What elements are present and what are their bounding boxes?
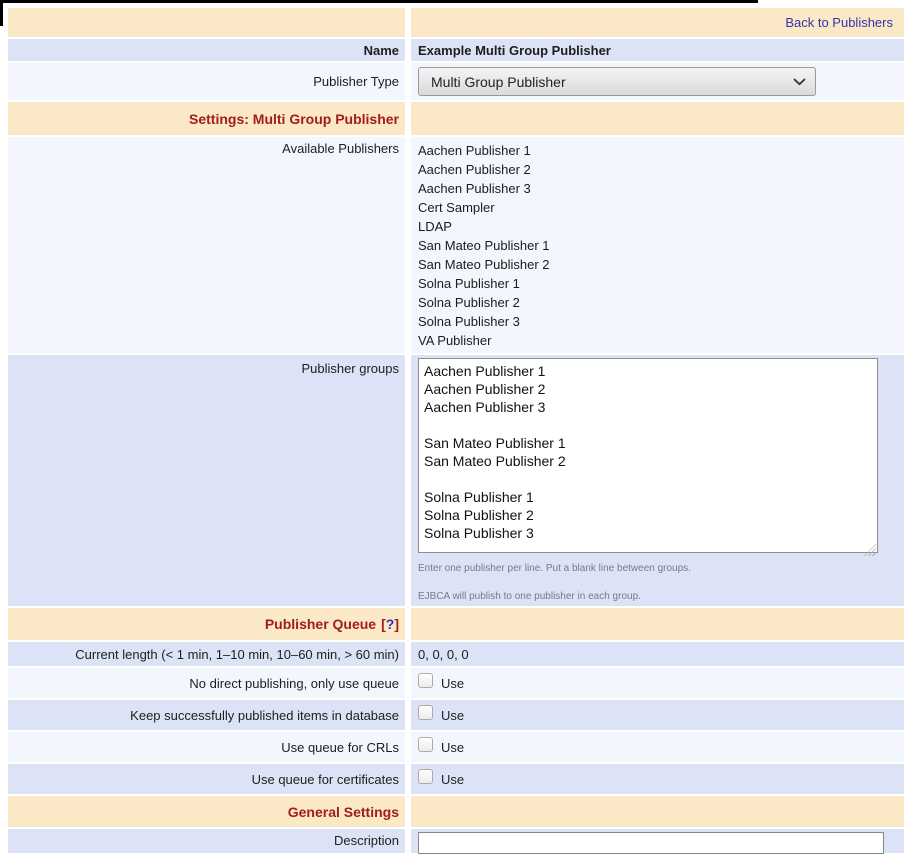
use-queue-crls-row: Use queue for CRLs Use [8, 732, 904, 762]
use-queue-certificates-value-cell: Use [411, 764, 904, 794]
publisher-groups-textarea[interactable]: Aachen Publisher 1 Aachen Publisher 2 Aa… [418, 358, 878, 553]
keep-published-items-checkbox[interactable] [418, 704, 433, 720]
publisher-type-label-cell: Publisher Type [8, 63, 405, 100]
general-settings-section-title: General Settings [287, 803, 399, 820]
help-bracket-open: [ [381, 616, 386, 632]
publisher-groups-row: Publisher groups Aachen Publisher 1 Aach… [8, 355, 904, 606]
no-direct-publishing-use-label: Use [441, 675, 465, 691]
publisher-queue-section-header: Publisher Queue [?] [8, 608, 904, 640]
publisher-groups-hint-2: EJBCA will publish to one publisher in e… [418, 591, 641, 602]
settings-header-right-cell [411, 102, 904, 135]
no-direct-publishing-label-cell: No direct publishing, only use queue [8, 668, 405, 698]
name-label: Name [363, 42, 399, 58]
queue-current-length-value: 0, 0, 0, 0 [418, 646, 469, 662]
chevron-down-icon [793, 78, 806, 86]
publisher-groups-label-cell: Publisher groups [8, 355, 405, 606]
available-publishers-label-cell: Available Publishers [8, 137, 405, 353]
settings-section-header: Settings: Multi Group Publisher [8, 102, 904, 135]
publisher-type-row: Publisher Type Multi Group Publisher [8, 63, 904, 100]
publisher-groups-input-cell: Aachen Publisher 1 Aachen Publisher 2 Aa… [411, 355, 904, 606]
publisher-queue-header-right-cell [411, 608, 904, 640]
no-direct-publishing-label: No direct publishing, only use queue [189, 675, 399, 691]
description-value-cell [411, 829, 904, 854]
available-publishers-list-cell: Aachen Publisher 1 Aachen Publisher 2 Aa… [411, 137, 904, 353]
back-to-publishers-link[interactable]: Back to Publishers [785, 15, 893, 30]
use-queue-certificates-use-label: Use [441, 771, 465, 787]
queue-current-length-label: Current length (< 1 min, 1–10 min, 10–60… [75, 646, 399, 662]
use-queue-certificates-label-cell: Use queue for certificates [8, 764, 405, 794]
available-publisher-item: Aachen Publisher 2 [418, 162, 531, 177]
queue-current-length-row: Current length (< 1 min, 1–10 min, 10–60… [8, 642, 904, 666]
keep-published-items-label-cell: Keep successfully published items in dat… [8, 700, 405, 730]
description-label: Description [333, 833, 399, 848]
queue-current-length-value-cell: 0, 0, 0, 0 [411, 642, 904, 666]
top-bar: Back to Publishers [8, 8, 904, 37]
no-direct-publishing-row: No direct publishing, only use queue Use [8, 668, 904, 698]
use-queue-crls-checkbox[interactable] [418, 736, 433, 752]
publisher-groups-label: Publisher groups [301, 361, 399, 376]
queue-current-length-label-cell: Current length (< 1 min, 1–10 min, 10–60… [8, 642, 405, 666]
name-value-cell: Example Multi Group Publisher [411, 39, 904, 61]
available-publisher-item: San Mateo Publisher 1 [418, 238, 550, 253]
available-publisher-item: Cert Sampler [418, 200, 495, 215]
publisher-type-value-cell: Multi Group Publisher [411, 63, 904, 100]
available-publisher-item: VA Publisher [418, 333, 492, 348]
capture-edge-artifact-top [0, 0, 758, 3]
use-queue-crls-label: Use queue for CRLs [281, 739, 399, 755]
name-label-cell: Name [8, 39, 405, 61]
publisher-type-select[interactable]: Multi Group Publisher [418, 67, 816, 96]
description-row: Description [8, 829, 904, 854]
publisher-groups-hint-1: Enter one publisher per line. Put a blan… [418, 563, 691, 574]
keep-published-items-value-cell: Use [411, 700, 904, 730]
publisher-groups-textarea-wrap: Aachen Publisher 1 Aachen Publisher 2 Aa… [418, 358, 878, 558]
help-question-mark: ? [385, 616, 395, 632]
description-label-cell: Description [8, 829, 405, 853]
top-bar-left-cell [8, 8, 405, 37]
available-publisher-item: San Mateo Publisher 2 [418, 257, 550, 272]
publisher-queue-title-cell: Publisher Queue [?] [8, 608, 405, 640]
available-publisher-item: Solna Publisher 3 [418, 314, 520, 329]
publisher-edit-form: Back to Publishers Name Example Multi Gr… [8, 8, 904, 855]
use-queue-certificates-label: Use queue for certificates [251, 771, 399, 787]
description-input[interactable] [418, 832, 884, 854]
help-bracket-close: ] [394, 616, 399, 632]
use-queue-crls-use-label: Use [441, 739, 465, 755]
available-publishers-row: Available Publishers Aachen Publisher 1 … [8, 137, 904, 353]
use-queue-certificates-checkbox[interactable] [418, 768, 433, 784]
publisher-type-selected-value: Multi Group Publisher [431, 73, 566, 90]
publisher-queue-section-title: Publisher Queue [264, 616, 377, 632]
name-row: Name Example Multi Group Publisher [8, 39, 904, 61]
no-direct-publishing-checkbox[interactable] [418, 672, 433, 688]
general-settings-title-cell: General Settings [8, 796, 405, 827]
available-publisher-item: Aachen Publisher 1 [418, 143, 531, 158]
keep-published-items-row: Keep successfully published items in dat… [8, 700, 904, 730]
name-value: Example Multi Group Publisher [418, 42, 611, 58]
use-queue-certificates-row: Use queue for certificates Use [8, 764, 904, 794]
available-publisher-item: Solna Publisher 2 [418, 295, 520, 310]
keep-published-items-use-label: Use [441, 707, 465, 723]
settings-section-title: Settings: Multi Group Publisher [189, 110, 399, 127]
available-publishers-label: Available Publishers [282, 141, 399, 156]
settings-title-cell: Settings: Multi Group Publisher [8, 102, 405, 135]
publisher-queue-help-link[interactable]: [?] [381, 616, 399, 632]
available-publisher-item: Solna Publisher 1 [418, 276, 520, 291]
available-publishers-list: Aachen Publisher 1 Aachen Publisher 2 Aa… [418, 141, 550, 350]
available-publisher-item: Aachen Publisher 3 [418, 181, 531, 196]
capture-edge-artifact-left [0, 0, 3, 26]
use-queue-crls-value-cell: Use [411, 732, 904, 762]
general-settings-header-right-cell [411, 796, 904, 827]
use-queue-crls-label-cell: Use queue for CRLs [8, 732, 405, 762]
available-publisher-item: LDAP [418, 219, 452, 234]
publisher-type-label: Publisher Type [313, 74, 399, 89]
no-direct-publishing-value-cell: Use [411, 668, 904, 698]
keep-published-items-label: Keep successfully published items in dat… [130, 707, 399, 723]
top-bar-right-cell: Back to Publishers [411, 8, 904, 37]
general-settings-section-header: General Settings [8, 796, 904, 827]
